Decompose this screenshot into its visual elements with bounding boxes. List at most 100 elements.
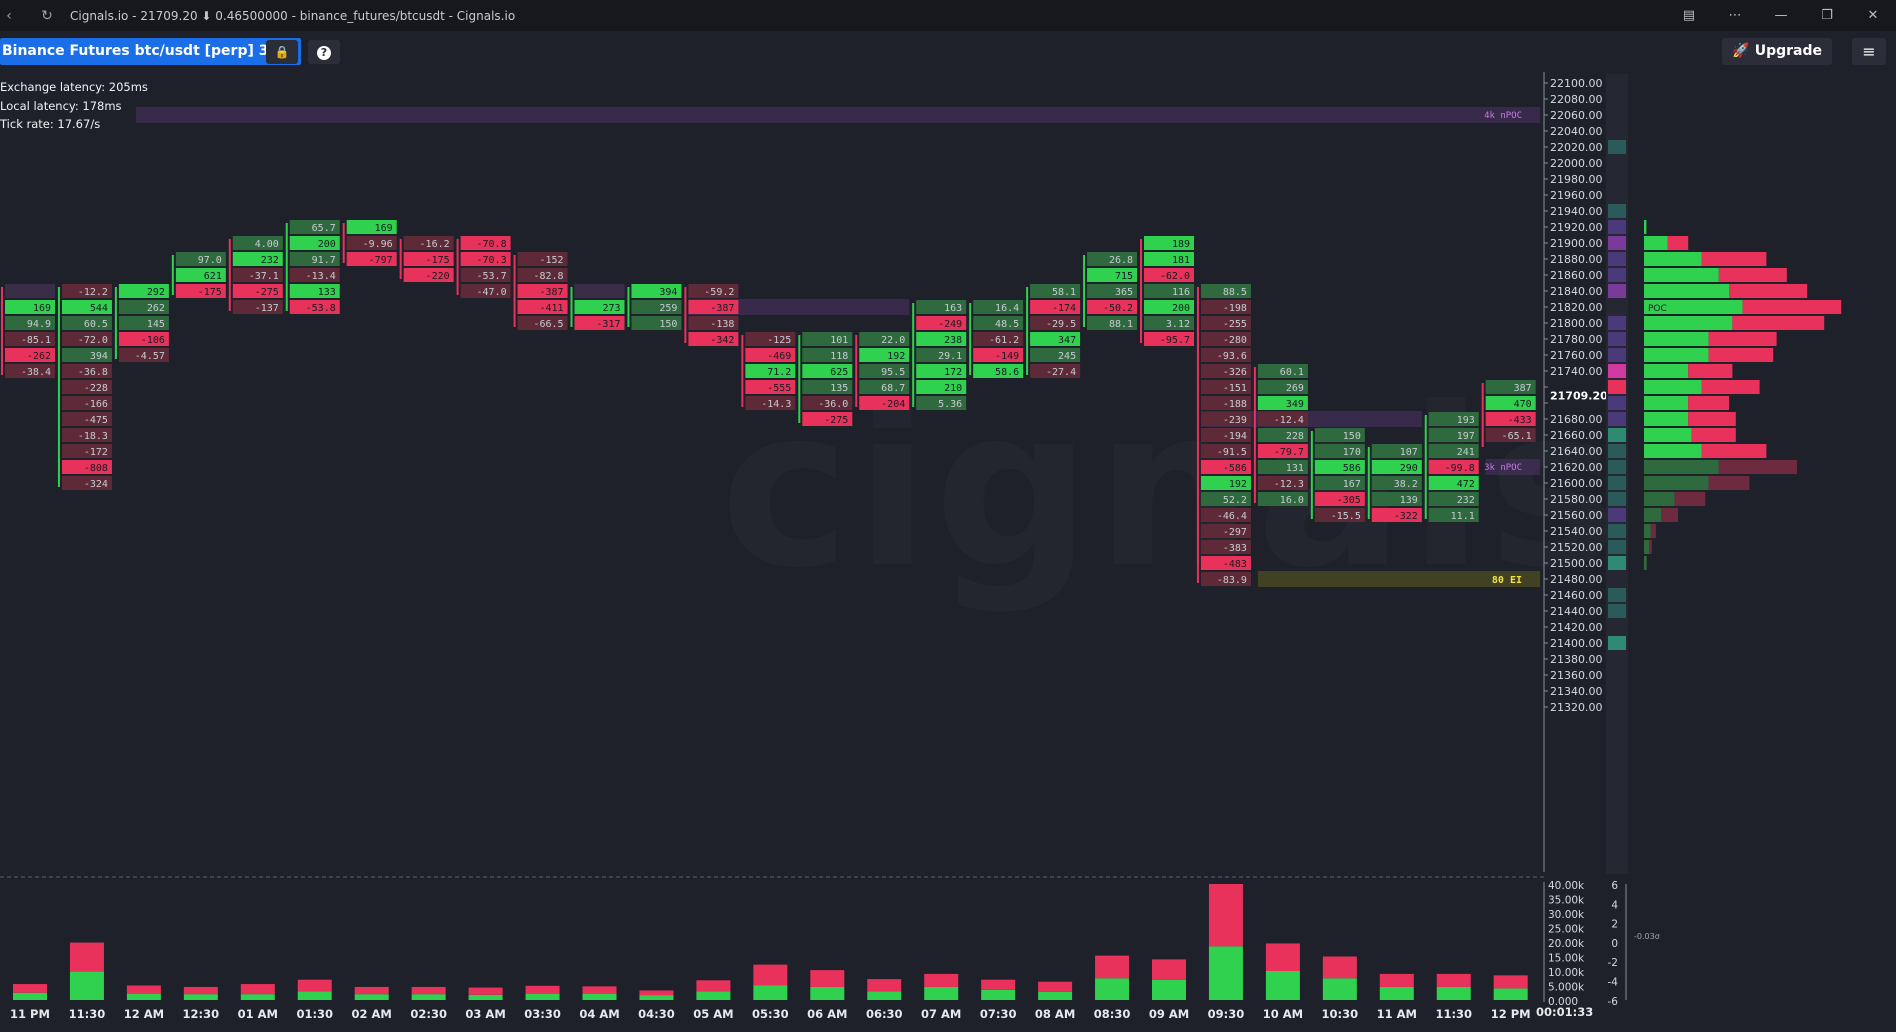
footprint-value: 101 [830, 335, 848, 346]
time-axis-label: 09:30 [1208, 1007, 1245, 1021]
footprint-cell [973, 364, 1024, 378]
profile-buy-bar [1644, 284, 1729, 298]
footprint-cell [517, 284, 568, 298]
footprint-cell [403, 252, 454, 266]
footprint-cell [1428, 428, 1479, 442]
footprint-value: 210 [944, 383, 962, 394]
footprint-cell [403, 236, 454, 250]
time-axis-label: 07 AM [921, 1007, 961, 1021]
footprint-cell [916, 316, 967, 330]
footprint-cell [1428, 444, 1479, 458]
footprint-value: -66.5 [533, 319, 563, 330]
lock-button[interactable]: 🔒 [266, 40, 298, 64]
footprint-value: 88.1 [1109, 319, 1133, 330]
footprint-cell [1200, 524, 1251, 538]
footprint-cell [916, 332, 967, 346]
delta-cell [1608, 252, 1626, 266]
footprint-value: 118 [830, 351, 848, 362]
more-options-icon[interactable]: ⋯ [1728, 8, 1742, 23]
delta-cell [1608, 204, 1626, 218]
price-tick-label: 21860.00 [1550, 269, 1603, 282]
footprint-value: -29.5 [1046, 319, 1076, 330]
footprint-value: -125 [767, 335, 791, 346]
footprint-cell [1200, 364, 1251, 378]
footprint-cell [1428, 492, 1479, 506]
profile-buy-bar [1644, 268, 1719, 282]
footprint-value: 29.1 [938, 351, 962, 362]
restore-button[interactable]: ❐ [1821, 8, 1833, 23]
delta-cell [1608, 492, 1626, 506]
price-tick-label: 21540.00 [1550, 525, 1603, 538]
volume-sell-bar [468, 987, 503, 995]
symbol-selector-button[interactable]: Binance Futures btc/usdt [perp] 30m [0, 38, 301, 65]
footprint-value: -95.7 [1160, 335, 1190, 346]
footprint-cell [289, 300, 340, 314]
footprint-cell [574, 300, 625, 314]
footprint-cell [859, 396, 910, 410]
footprint-value: -79.7 [1274, 447, 1304, 458]
footprint-cell [289, 268, 340, 282]
volume-sell-bar [981, 979, 1016, 990]
volume-sell-bar [867, 979, 902, 992]
excess-band [1257, 571, 1540, 587]
menu-button[interactable]: ≡ [1852, 38, 1886, 65]
footprint-cell [688, 284, 739, 298]
footprint-value: -275 [255, 287, 279, 298]
profile-sell-bar [1732, 316, 1825, 330]
footprint-cell [175, 252, 226, 266]
footprint-value: 163 [944, 303, 962, 314]
footprint-cell [5, 284, 55, 298]
minimize-button[interactable]: — [1774, 8, 1788, 23]
price-tick-label: 21660.00 [1550, 429, 1603, 442]
footprint-value: -152 [539, 255, 563, 266]
help-button[interactable]: ? [308, 40, 340, 64]
footprint-value: -305 [1337, 495, 1361, 506]
footprint-value: -14.3 [761, 399, 791, 410]
profile-sell-bar [1701, 380, 1760, 394]
footprint-cell [802, 412, 853, 426]
footprint-value: -46.4 [1217, 511, 1247, 522]
price-tick-label: 21620.00 [1550, 461, 1603, 474]
back-icon[interactable]: ‹ [6, 7, 12, 24]
price-tick-label: 22060.00 [1550, 109, 1603, 122]
profile-buy-bar [1644, 540, 1650, 554]
price-tick-label: 21580.00 [1550, 493, 1603, 506]
footprint-value: 232 [1457, 495, 1475, 506]
footprint-value: -322 [1394, 511, 1418, 522]
chart-toolbar: Binance Futures btc/usdt [perp] 30m 🔒 ? … [0, 38, 1896, 66]
footprint-cell [1428, 476, 1479, 490]
footprint-value: -93.6 [1217, 351, 1247, 362]
footprint-value: -47.0 [476, 287, 506, 298]
footprint-cell [5, 316, 55, 330]
volume-sell-bar [1493, 975, 1528, 989]
sidebar-icon[interactable]: ▤ [1682, 8, 1696, 23]
footprint-value: -18.3 [78, 431, 108, 442]
footprint-cell [916, 300, 967, 314]
footprint-value: -13.4 [306, 271, 336, 282]
volume-buy-bar [411, 994, 446, 1000]
price-tick-label: 21420.00 [1550, 621, 1603, 634]
footprint-value: -249 [938, 319, 962, 330]
footprint-cell [1257, 396, 1308, 410]
delta-tick-label: 6 [1611, 880, 1618, 892]
volume-sell-bar [753, 964, 788, 986]
footprint-cell [631, 284, 682, 298]
footprint-cell [118, 300, 169, 314]
footprint-value: -174 [1052, 303, 1076, 314]
refresh-icon[interactable]: ↻ [41, 7, 53, 24]
footprint-value: 116 [1172, 287, 1190, 298]
profile-sell-bar [1691, 428, 1736, 442]
upgrade-button[interactable]: 🚀 Upgrade [1722, 38, 1832, 65]
close-button[interactable]: ✕ [1867, 8, 1879, 23]
footprint-value: 262 [147, 303, 165, 314]
time-axis-label: 04 AM [579, 1007, 619, 1021]
footprint-value: -53.7 [476, 271, 506, 282]
profile-sell-bar [1718, 460, 1797, 474]
footprint-value: -317 [596, 319, 620, 330]
footprint-value: -82.8 [533, 271, 563, 282]
footprint-cell [1200, 508, 1251, 522]
profile-buy-bar [1644, 220, 1647, 234]
time-axis-label: 09 AM [1149, 1007, 1189, 1021]
footprint-cell [1200, 460, 1251, 474]
